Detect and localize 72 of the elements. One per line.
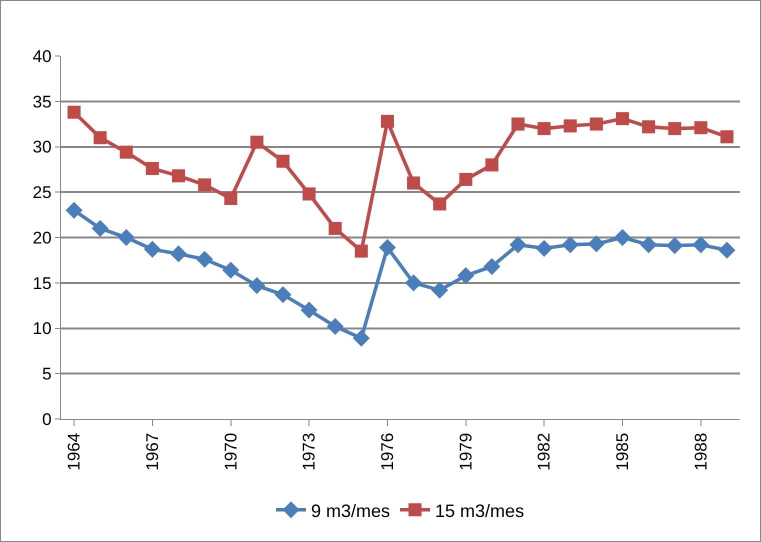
point xyxy=(300,302,318,319)
point xyxy=(94,131,107,144)
point xyxy=(276,154,290,168)
y-tick-label: 30 xyxy=(32,138,52,157)
point xyxy=(120,146,133,159)
point xyxy=(68,106,81,119)
point xyxy=(642,120,656,134)
point xyxy=(457,267,474,284)
point xyxy=(352,330,370,347)
point xyxy=(510,236,526,254)
point xyxy=(170,245,187,262)
point xyxy=(718,242,736,259)
point xyxy=(66,202,83,219)
point xyxy=(378,239,396,256)
y-tick-label: 10 xyxy=(32,319,52,338)
y-tick-label: 20 xyxy=(32,228,52,248)
point xyxy=(512,118,525,131)
x-tick-label: 1970 xyxy=(221,432,240,471)
x-tick-label: 1964 xyxy=(64,432,84,471)
point xyxy=(274,286,292,304)
point xyxy=(407,176,420,190)
point xyxy=(172,169,186,182)
x-tick-label: 1976 xyxy=(378,432,397,471)
legend-label: 9 m3/mes xyxy=(311,500,390,521)
y-tick-label: 35 xyxy=(32,92,52,112)
point xyxy=(405,274,422,292)
point xyxy=(564,119,577,132)
point xyxy=(666,237,684,254)
point xyxy=(146,162,159,176)
point xyxy=(222,262,240,279)
point xyxy=(640,236,658,254)
point xyxy=(354,244,368,258)
y-tick-label: 40 xyxy=(32,46,52,66)
point xyxy=(144,240,161,258)
x-tick-label: 1985 xyxy=(613,432,632,471)
y-tick-label: 25 xyxy=(32,183,52,202)
point xyxy=(720,130,734,144)
point xyxy=(248,277,266,294)
point xyxy=(250,136,264,149)
point xyxy=(224,192,238,205)
point xyxy=(302,187,316,200)
point xyxy=(459,172,472,186)
point xyxy=(431,282,448,299)
y-tick-label: 0 xyxy=(42,410,52,429)
point xyxy=(614,229,631,246)
point xyxy=(616,112,629,126)
point xyxy=(692,236,710,254)
x-tick-label: 1988 xyxy=(691,432,710,471)
point xyxy=(326,318,344,335)
x-tick-label: 1979 xyxy=(456,432,476,471)
point xyxy=(485,158,498,172)
point xyxy=(433,197,446,210)
point xyxy=(196,250,214,268)
point xyxy=(694,121,708,134)
x-tick-label: 1982 xyxy=(534,432,554,471)
point xyxy=(562,236,579,254)
point xyxy=(536,240,553,257)
point xyxy=(588,235,605,252)
point xyxy=(538,122,551,136)
y-tick-label: 5 xyxy=(42,364,52,384)
point xyxy=(328,222,342,235)
x-tick-label: 1967 xyxy=(142,432,162,471)
point xyxy=(483,258,500,275)
y-tick-label: 15 xyxy=(32,274,52,293)
point xyxy=(92,220,109,237)
point xyxy=(118,229,135,246)
point xyxy=(198,178,212,192)
x-tick-label: 1973 xyxy=(300,432,319,471)
legend-label: 15 m3/mes xyxy=(435,500,524,521)
point xyxy=(380,114,394,128)
point xyxy=(590,118,603,131)
point xyxy=(668,122,682,136)
